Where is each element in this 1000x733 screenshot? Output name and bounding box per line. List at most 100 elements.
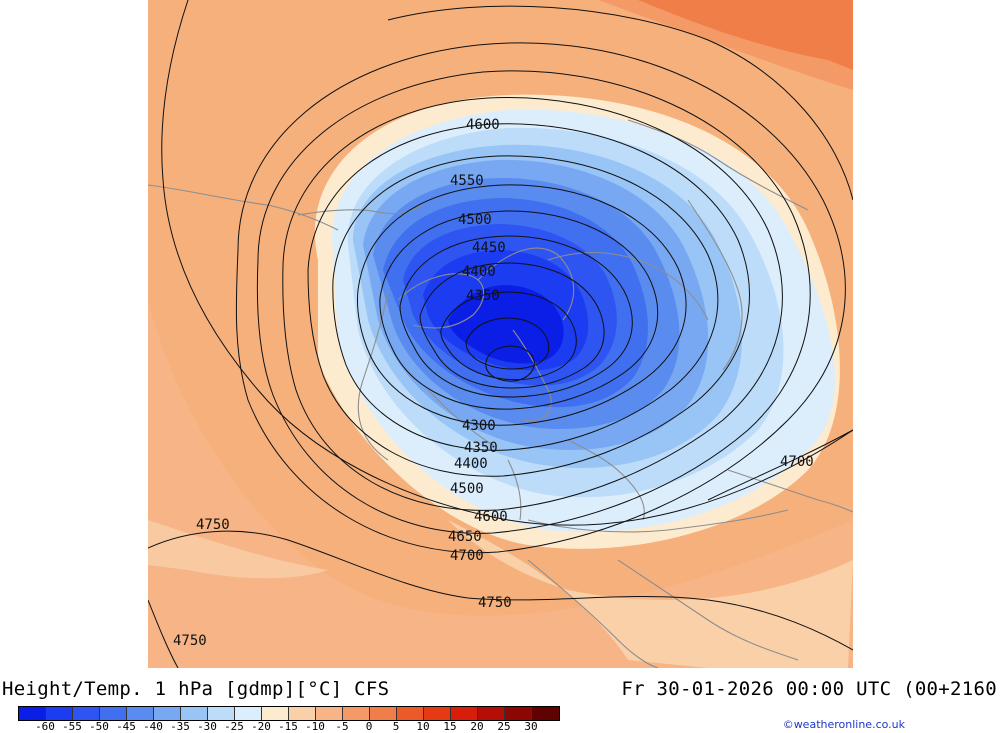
contour-label-4350-bottom: 4350 bbox=[464, 440, 498, 456]
contour-label-4450: 4450 bbox=[472, 240, 506, 256]
contour-label-4700-bottom: 4700 bbox=[450, 548, 484, 564]
coastline-greenland-north bbox=[477, 247, 575, 321]
coastline-pacific bbox=[148, 184, 339, 231]
temperature-shading bbox=[148, 0, 853, 668]
contour-label-4350-top: 4350 bbox=[466, 288, 500, 304]
colorbar-tick-label: 10 bbox=[416, 720, 430, 733]
colorbar-swatch bbox=[316, 707, 343, 720]
contour-label-4750-corner: 4750 bbox=[173, 633, 207, 649]
contour-4700 bbox=[235, 42, 846, 554]
coastline-greenland-east bbox=[512, 329, 552, 422]
coastline-british-isles bbox=[507, 459, 522, 521]
contour-label-4750-bottom: 4750 bbox=[478, 595, 512, 611]
colorbar-swatch bbox=[343, 707, 370, 720]
colorbar-swatch bbox=[46, 707, 73, 720]
colorbar-tick-label: -40 bbox=[143, 720, 163, 733]
map-title: Height/Temp. 1 hPa [gdmp][°C] CFS bbox=[2, 678, 390, 700]
contour-4400 bbox=[379, 210, 659, 410]
colorbar-tick-label: -50 bbox=[89, 720, 109, 733]
coastlines bbox=[148, 119, 853, 668]
contour-4300 bbox=[419, 262, 605, 389]
colorbar-swatch bbox=[181, 707, 208, 720]
colorbar-tick-label: 20 bbox=[470, 720, 484, 733]
contour-label-4600-bottom: 4600 bbox=[474, 509, 508, 525]
contour-4350 bbox=[399, 235, 633, 398]
contour-label-4400-top: 4400 bbox=[462, 264, 496, 280]
contour-4700-east bbox=[707, 429, 853, 501]
colorbar-swatch bbox=[235, 707, 262, 720]
contour-4500 bbox=[332, 155, 719, 451]
band-minus-60 bbox=[448, 285, 564, 364]
contour-4250 bbox=[440, 291, 577, 381]
map-panel: 4600 4550 4500 4450 4400 4350 4300 4350 … bbox=[148, 0, 853, 668]
colorbar-tick-label: 25 bbox=[497, 720, 511, 733]
contour-label-4400-bottom: 4400 bbox=[454, 456, 488, 472]
colorbar-tick-label: -15 bbox=[278, 720, 298, 733]
colorbar-swatch bbox=[127, 707, 154, 720]
coastline-asia-interior bbox=[727, 469, 853, 513]
colorbar-swatch bbox=[451, 707, 478, 720]
colorbar-swatch bbox=[208, 707, 235, 720]
colorbar-tick-label: 0 bbox=[365, 720, 373, 733]
colorbar-tick-label: -55 bbox=[62, 720, 82, 733]
coastline-europe bbox=[527, 509, 789, 533]
contour-label-4700-right: 4700 bbox=[780, 454, 814, 470]
colorbar-swatch bbox=[424, 707, 451, 720]
colorbar-swatch bbox=[154, 707, 181, 720]
contour-4150 bbox=[485, 345, 535, 382]
contour-4450 bbox=[357, 184, 687, 426]
colorbar-swatch bbox=[478, 707, 505, 720]
contour-label-4750-left: 4750 bbox=[196, 517, 230, 533]
contour-4550 bbox=[307, 123, 750, 477]
coastline-hudson bbox=[427, 389, 494, 446]
colorbar-swatch bbox=[505, 707, 532, 720]
credit-link[interactable]: ©weatheronline.co.uk bbox=[782, 718, 905, 731]
contour-labels: 4600 4550 4500 4450 4400 4350 4300 4350 … bbox=[173, 117, 814, 649]
contour-4200 bbox=[465, 317, 550, 370]
coastline-asia-east bbox=[627, 119, 809, 211]
height-temperature-map: 4600 4550 4500 4450 4400 4350 4300 4350 … bbox=[148, 0, 853, 668]
coastline-iberia-africa bbox=[527, 559, 659, 668]
colorbar-swatch bbox=[532, 707, 559, 720]
colorbar-tick-label: -20 bbox=[251, 720, 271, 733]
coastline-canada-west bbox=[357, 289, 389, 461]
colorbar-tick-label: 5 bbox=[392, 720, 400, 733]
colorbar-ticks: -60 -55 -50 -45 -40 -35 -30 -25 -20 -15 -10 -5 0 5 10 1… bbox=[18, 720, 578, 733]
colorbar-swatch bbox=[289, 707, 316, 720]
colorbar-swatch bbox=[370, 707, 397, 720]
coastline-siberia-north bbox=[547, 251, 709, 321]
coastline-siberia-east bbox=[687, 199, 743, 371]
colorbar-tick-label: -5 bbox=[335, 720, 349, 733]
contour-4750-corner bbox=[148, 599, 179, 668]
contour-label-4300: 4300 bbox=[462, 418, 496, 434]
coastline-mediterranean bbox=[617, 559, 799, 661]
colorbar-tick-label: 15 bbox=[443, 720, 457, 733]
contour-label-4550: 4550 bbox=[450, 173, 484, 189]
contour-4700-north bbox=[387, 5, 853, 201]
colorbar-tick-label: -10 bbox=[305, 720, 325, 733]
colorbar-tick-label: -60 bbox=[35, 720, 55, 733]
coastline-alaska bbox=[297, 204, 424, 216]
contour-label-4600-top: 4600 bbox=[466, 117, 500, 133]
colorbar-swatch bbox=[397, 707, 424, 720]
colorbar-tick-label: 30 bbox=[524, 720, 538, 733]
height-contours bbox=[148, 0, 853, 668]
colorbar-tick-label: -25 bbox=[224, 720, 244, 733]
coastline-scandinavia bbox=[567, 439, 645, 521]
contour-4650 bbox=[256, 70, 811, 534]
colorbar-tick-label: -30 bbox=[197, 720, 217, 733]
contour-4600 bbox=[282, 97, 783, 511]
mild-region-south bbox=[448, 520, 853, 668]
contour-label-4500-top: 4500 bbox=[458, 212, 492, 228]
colorbar-tick-label: -45 bbox=[116, 720, 136, 733]
colorbar-swatch bbox=[73, 707, 100, 720]
colorbar-tick-label: -35 bbox=[170, 720, 190, 733]
contour-4750-south bbox=[148, 530, 853, 651]
colorbar-swatch bbox=[100, 707, 127, 720]
mild-streak-west bbox=[148, 520, 328, 579]
contour-4750-west bbox=[161, 0, 853, 526]
colorbar-swatch bbox=[262, 707, 289, 720]
contour-label-4500-bottom: 4500 bbox=[450, 481, 484, 497]
contour-label-4650: 4650 bbox=[448, 529, 482, 545]
valid-time: Fr 30-01-2026 00:00 UTC (00+2160 bbox=[621, 678, 997, 700]
